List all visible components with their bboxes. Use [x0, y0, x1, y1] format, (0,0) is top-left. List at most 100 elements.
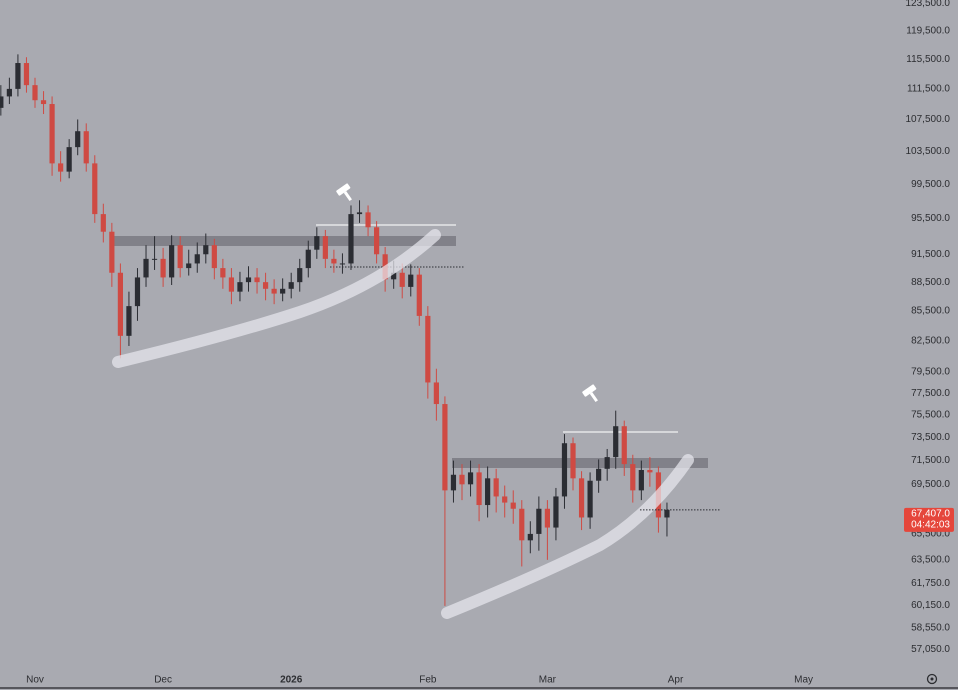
y-tick-label: 103,500.0: [906, 146, 951, 157]
y-tick-label: 60,150.0: [911, 600, 950, 611]
trend-bands: [112, 229, 694, 619]
y-tick-label: 111,500.0: [907, 84, 950, 95]
candle-body: [408, 274, 414, 287]
candle-body: [322, 236, 328, 259]
candle-body: [254, 277, 260, 283]
y-tick-label: 69,500.0: [911, 479, 950, 490]
candle-body: [126, 306, 132, 336]
candle-body: [519, 508, 525, 541]
candle-body: [391, 272, 397, 280]
candle-body: [66, 147, 72, 172]
last-price-box: [904, 507, 954, 532]
y-tick-label: 75,500.0: [911, 410, 950, 421]
hammer-icon: [336, 183, 352, 202]
candle-body: [75, 131, 81, 148]
candle-body: [49, 104, 55, 164]
candles: [0, 54, 670, 606]
hammer-icon: [582, 384, 598, 403]
candle-body: [510, 502, 516, 509]
settings-icon[interactable]: [926, 673, 938, 685]
x-tick-label: Feb: [419, 675, 437, 686]
candle-body: [647, 470, 653, 473]
y-tick-label: 63,500.0: [911, 554, 950, 565]
y-tick-label: 77,500.0: [911, 388, 950, 399]
candle-body: [613, 426, 619, 458]
candle-body: [493, 478, 499, 497]
candle-body: [23, 63, 30, 86]
candle-body: [331, 258, 337, 264]
candle-body: [194, 254, 200, 264]
candle-body: [280, 288, 286, 294]
candle-body: [433, 382, 439, 405]
candle-body: [596, 468, 602, 481]
trend-band: [112, 229, 441, 368]
candle-body: [536, 508, 542, 534]
countdown: 04:42:03: [911, 520, 950, 531]
candle-body: [83, 131, 89, 164]
candle-body: [570, 443, 576, 479]
candle-body: [186, 263, 192, 269]
candle-body: [553, 496, 559, 528]
candle-body: [143, 258, 149, 278]
candle-body: [40, 100, 47, 105]
candle-body: [177, 245, 183, 269]
y-tick-label: 95,500.0: [911, 213, 950, 224]
candle-body: [262, 282, 269, 289]
candle-body: [467, 472, 474, 485]
candle-body: [32, 85, 38, 101]
candle-body: [0, 96, 4, 108]
candle-body: [587, 480, 593, 518]
candle-body: [92, 163, 98, 215]
candle-body: [425, 315, 431, 383]
candle-body: [621, 426, 627, 465]
y-tick-label: 65,500.0: [911, 529, 950, 540]
candle-body: [365, 212, 371, 228]
y-tick-label: 115,500.0: [906, 54, 950, 65]
candle-body: [109, 231, 115, 273]
x-tick-label: 2026: [280, 675, 303, 686]
candle-body: [117, 272, 123, 336]
candle-body: [237, 282, 243, 292]
candle-body: [15, 63, 21, 89]
y-tick-label: 79,500.0: [911, 367, 950, 378]
last-price-label: 67,407.0: [911, 509, 950, 520]
candle-body: [271, 288, 277, 294]
x-tick-label: Mar: [539, 675, 557, 686]
y-tick-label: 85,500.0: [911, 306, 950, 317]
candle-body: [134, 277, 141, 307]
y-tick-label: 123,500.0: [906, 0, 951, 9]
x-tick-label: Apr: [668, 675, 684, 686]
candle-body: [442, 404, 448, 491]
candle-body: [100, 214, 106, 232]
resistance-zone: [452, 458, 708, 468]
y-tick-label: 57,050.0: [911, 644, 950, 655]
candle-body: [160, 258, 166, 278]
x-tick-label: May: [794, 675, 813, 686]
candle-body: [399, 272, 405, 287]
candle-body: [151, 258, 158, 260]
candle-body: [314, 236, 320, 250]
y-tick-label: 119,500.0: [906, 26, 950, 37]
resistance-zone: [110, 236, 456, 246]
y-tick-label: 99,500.0: [911, 179, 950, 190]
candle-body: [527, 533, 533, 541]
candle-body: [638, 470, 644, 491]
y-tick-label: 88,500.0: [911, 277, 950, 288]
candle-body: [604, 457, 610, 469]
y-tick-label: 82,500.0: [911, 336, 950, 347]
candle-body: [544, 508, 550, 528]
candle-body: [630, 464, 636, 491]
y-tick-label: 73,500.0: [911, 432, 950, 443]
candle-body: [6, 88, 12, 97]
trend-band: [441, 454, 694, 619]
candle-body: [305, 249, 311, 269]
x-tick-label: Dec: [154, 675, 172, 686]
candle-body: [211, 245, 217, 269]
candle-body: [578, 478, 585, 518]
candle-body: [228, 277, 235, 292]
candle-body: [664, 509, 670, 518]
candle-body: [502, 496, 508, 503]
y-tick-label: 71,500.0: [911, 455, 950, 466]
candle-body: [356, 212, 363, 215]
